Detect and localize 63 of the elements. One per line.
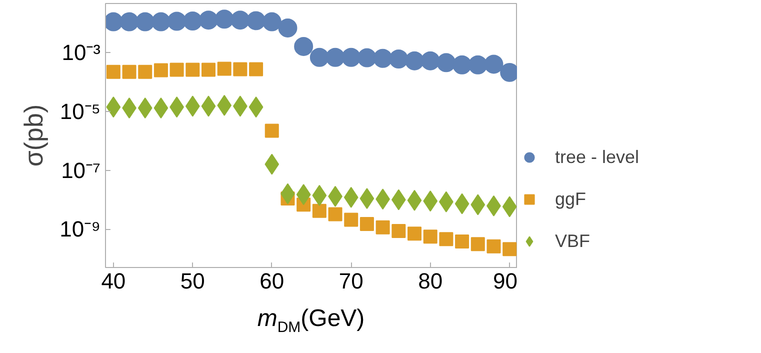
y-tick-label: 10⁻³ <box>62 40 100 65</box>
point <box>214 10 234 29</box>
point <box>373 48 392 68</box>
legend-label: tree - level <box>555 146 640 168</box>
point <box>502 242 517 256</box>
point <box>408 226 422 241</box>
point <box>167 12 186 31</box>
x-tick-label: 50 <box>180 268 205 294</box>
point <box>376 220 390 234</box>
legend-label: ggF <box>555 188 586 210</box>
point <box>294 36 314 56</box>
point <box>249 62 264 76</box>
point <box>360 216 374 231</box>
point <box>392 224 406 238</box>
point <box>151 12 170 32</box>
point <box>202 62 216 77</box>
y-tick-label: 10⁻⁹ <box>60 216 101 242</box>
point <box>470 237 485 252</box>
point <box>246 11 266 30</box>
point <box>436 53 456 72</box>
point <box>138 64 152 79</box>
point <box>344 212 358 227</box>
y-axis-title: σ(pb) <box>18 104 49 167</box>
legend-label: VBF <box>555 230 590 252</box>
y-tick-label: 10⁻⁷ <box>61 158 101 183</box>
x-tick-label: 70 <box>338 268 364 294</box>
point <box>468 55 488 74</box>
point <box>328 207 342 222</box>
point <box>310 48 329 67</box>
point <box>423 230 438 244</box>
point <box>199 10 218 30</box>
point <box>357 48 376 68</box>
point <box>264 124 279 138</box>
point <box>170 62 184 77</box>
point <box>233 62 248 76</box>
x-tick-label: 90 <box>493 268 518 294</box>
point <box>455 234 470 249</box>
x-axis-title: m$_{DM}$(GeV) <box>257 305 365 336</box>
point <box>486 239 501 254</box>
point <box>230 10 250 30</box>
x-tick-label: 60 <box>260 268 284 294</box>
x-tick-label: 40 <box>101 268 126 294</box>
point <box>405 51 424 70</box>
point <box>312 204 326 218</box>
point <box>452 55 472 74</box>
point <box>183 12 202 30</box>
point <box>262 12 282 32</box>
point <box>484 54 504 74</box>
point <box>420 51 440 70</box>
y-tick-label: 10⁻⁵ <box>60 98 101 124</box>
x-tick-label: 80 <box>418 268 443 294</box>
point <box>186 62 200 77</box>
point <box>154 63 168 78</box>
point <box>217 62 232 76</box>
point <box>278 18 298 38</box>
point <box>389 50 408 68</box>
point <box>136 12 155 32</box>
point <box>120 12 139 32</box>
point <box>122 64 136 79</box>
point <box>106 64 120 79</box>
point <box>342 48 361 67</box>
point <box>439 232 454 246</box>
point <box>326 48 345 67</box>
